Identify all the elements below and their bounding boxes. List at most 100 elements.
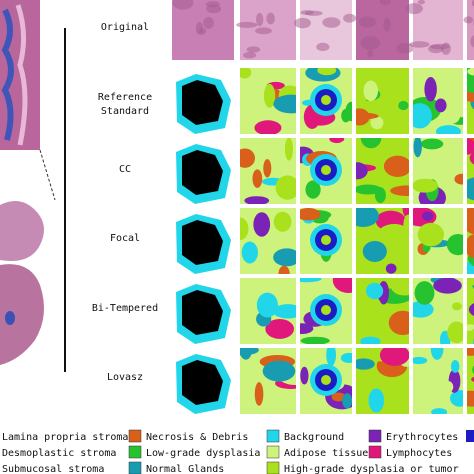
segment-region — [321, 305, 331, 315]
segment-region — [377, 223, 409, 245]
row-label-line: Standard — [101, 106, 149, 117]
tile-content — [413, 348, 463, 414]
tissue-texture — [246, 46, 261, 53]
tissue-texture — [195, 21, 204, 35]
tissue-texture — [470, 35, 474, 48]
legend-swatch — [266, 461, 280, 474]
segment-region — [273, 94, 296, 114]
tissue-texture — [242, 52, 257, 59]
segment-region — [363, 80, 379, 102]
tile-content — [356, 208, 409, 274]
tissue-texture — [294, 17, 311, 29]
segment-region — [452, 302, 462, 311]
segment-region — [368, 388, 385, 413]
segment-region — [321, 235, 331, 245]
tissue-texture — [396, 42, 415, 54]
segment-region — [265, 319, 294, 339]
tile-content — [176, 354, 231, 414]
segment-region — [356, 112, 379, 120]
legend-swatch — [128, 445, 142, 459]
legend-label: Lymphocytes — [386, 448, 452, 459]
segment-region — [386, 378, 402, 401]
segment-region — [469, 151, 474, 165]
tissue-mask — [182, 290, 223, 335]
tile-content — [300, 68, 352, 134]
segmentation-tile — [413, 138, 463, 204]
tissue-texture — [322, 17, 341, 28]
segment-region — [467, 68, 474, 76]
segment-region — [360, 138, 382, 149]
segment-region — [383, 155, 409, 177]
segment-region — [321, 95, 331, 105]
segmentation-tile — [356, 68, 409, 134]
tile-content — [356, 278, 409, 344]
tile-content — [356, 68, 409, 134]
tile-content — [240, 348, 296, 414]
tile-content — [467, 278, 474, 344]
tile-base — [467, 138, 474, 204]
row-label: Reference Standard — [98, 92, 152, 117]
tile-content — [467, 348, 474, 414]
tissue-mask — [182, 220, 223, 265]
tile-content — [176, 144, 231, 204]
tissue-texture — [255, 27, 272, 35]
segment-region — [300, 278, 322, 283]
segment-region — [467, 75, 474, 93]
tissue-texture — [343, 13, 357, 23]
tile-content — [300, 208, 352, 274]
legend-label: Desmoplastic stroma — [2, 448, 116, 459]
segment-region — [403, 214, 409, 237]
segmentation-tile — [356, 278, 409, 344]
segment-region — [413, 103, 432, 129]
segment-region — [431, 408, 448, 414]
segment-region — [263, 159, 272, 178]
segment-region — [454, 173, 463, 185]
segment-region — [467, 348, 474, 356]
segment-region — [398, 100, 409, 111]
segment-region — [379, 348, 409, 366]
segment-region — [340, 352, 352, 364]
segmentation-tile — [413, 348, 463, 414]
tissue-texture — [360, 36, 381, 50]
segmentation-tile — [413, 208, 463, 274]
segment-region — [450, 360, 460, 373]
tile-content — [240, 278, 296, 344]
zoom-connector — [39, 149, 56, 201]
legend-label: Low-grade dysplasia — [146, 448, 260, 459]
segmentation-tile — [240, 348, 296, 414]
segment-region — [420, 138, 444, 150]
segment-region — [450, 389, 463, 407]
segment-region — [467, 217, 474, 235]
segment-region — [362, 240, 387, 262]
tissue-texture — [203, 17, 214, 29]
segment-region — [413, 178, 438, 193]
row-label-line: CC — [119, 164, 131, 175]
segment-region — [329, 138, 345, 144]
tissue-texture — [463, 16, 474, 24]
tissue-region — [5, 311, 15, 325]
legend-label: Lamina propria stroma — [2, 432, 128, 443]
segment-region — [342, 393, 352, 409]
segmentation-tile — [356, 208, 409, 274]
legend-label: Submucosal stroma — [2, 464, 104, 474]
tissue-texture — [379, 0, 391, 6]
segment-region — [253, 212, 271, 237]
legend-label: Erythrocytes — [386, 432, 458, 443]
segment-region — [443, 381, 454, 393]
tissue-mask — [182, 150, 223, 195]
row-label-line: Reference — [98, 92, 152, 103]
segment-region — [317, 68, 337, 76]
segment-region — [430, 348, 444, 360]
segment-region — [468, 328, 474, 344]
tile-content — [300, 138, 352, 204]
tile-content — [413, 68, 463, 134]
segment-region — [413, 356, 428, 365]
tile-content — [467, 138, 474, 204]
segment-region — [433, 278, 462, 294]
segmentation-tile — [300, 348, 352, 414]
legend-swatch-cut — [466, 430, 474, 442]
segment-region — [467, 390, 474, 407]
tissue-texture — [409, 41, 430, 48]
segmentation-tile — [300, 278, 352, 344]
tissue-texture — [256, 12, 264, 27]
